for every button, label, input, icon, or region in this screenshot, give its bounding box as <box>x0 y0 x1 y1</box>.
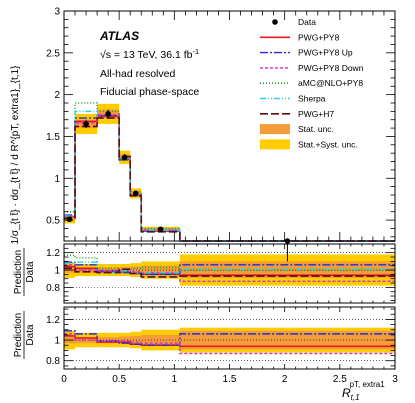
x-tick-label: 0.5 <box>112 374 126 385</box>
data-point <box>157 226 164 233</box>
series-layer <box>64 102 395 355</box>
svg-text:1/σ_{t t̄} · dσ_{t t̄} / d R^{: 1/σ_{t t̄} · dσ_{t t̄} / d R^{pT, extra1… <box>9 65 21 244</box>
legend-series-label: PWG+PY8 <box>298 32 340 42</box>
data-point <box>121 154 128 161</box>
y-tick-label: 1.2 <box>46 248 60 259</box>
legend-data-marker <box>272 19 278 25</box>
legend-syst-swatch <box>260 139 290 150</box>
tick-labels: 0 0.5 1 1.5 2 2.5 3 0.5 1 1.5 2 2.5 3 0.8 1 1.2 0.8 1 1.2 <box>46 7 398 386</box>
main-series-amc-nlo-py8 <box>64 102 395 242</box>
tick-marks <box>63 10 396 369</box>
energy-text: √s = 13 TeV, 36.1 fb <box>100 49 193 61</box>
x-axis-title-main: R <box>342 386 351 400</box>
x-axis-title-sup: pT, extra1 <box>350 380 386 389</box>
ratio2-y-title-top: Prediction <box>13 313 24 357</box>
ratio-reference-lines <box>64 252 395 362</box>
data-point <box>132 190 139 197</box>
main-series-pwg-py8-down <box>64 114 395 242</box>
x-tick-label: 1.5 <box>223 374 237 385</box>
x-tick-label: 0 <box>61 374 67 385</box>
ratio-stat-band <box>130 335 142 345</box>
selection-label: All-had resolved <box>100 68 175 80</box>
ratio-stat-band <box>75 336 98 344</box>
ratio1-series-pwg-py8-up <box>64 261 395 276</box>
legend-series-label: aMC@NLO+PY8 <box>298 78 363 88</box>
ratio-stat-band <box>130 266 142 274</box>
data-points-layer <box>66 109 291 262</box>
ratio-stat-band <box>97 267 120 273</box>
ratio2-series-pwg-py8-down <box>64 333 395 355</box>
x-tick-label: 3 <box>392 374 398 385</box>
data-point <box>105 111 111 117</box>
x-tick-label: 1 <box>172 374 178 385</box>
legend-series-label: PWG+PY8 Up <box>298 48 353 58</box>
main-stat-band <box>179 261 395 263</box>
y-tick-label: 1.2 <box>46 315 60 326</box>
atlas-label: ATLAS <box>99 29 139 43</box>
y-tick-label: 2 <box>54 90 60 101</box>
ratio1-series-sherpa <box>64 261 395 275</box>
y-tick-label: 0.8 <box>46 356 60 367</box>
ratio2-y-title: Prediction Data <box>13 311 36 359</box>
panel-frame-0 <box>63 10 396 242</box>
x-tick-label: 2.5 <box>333 374 347 385</box>
legend-stat-swatch <box>260 124 290 135</box>
ratio1-y-title-bottom: Data <box>25 261 36 283</box>
legend-series-label: PWG+PY8 Down <box>298 63 364 73</box>
y-tick-label: 3 <box>54 7 60 18</box>
ratio-stat-band <box>179 330 395 350</box>
main-series-sherpa <box>64 110 395 242</box>
legend-series-label: PWG+H7 <box>298 109 334 119</box>
data-point <box>83 121 89 127</box>
legend-stat-label: Stat. unc. <box>298 124 334 134</box>
phase-space-label: Fiducial phase-space <box>100 86 199 98</box>
y-tick-label: 2.5 <box>46 48 60 59</box>
y-axis-title-text: 1/σ_{t t̄} · dσ_{t t̄} / d R^{pT, extra1… <box>9 65 21 244</box>
data-point <box>66 216 73 223</box>
legend: Data PWG+PY8 PWG+PY8 Up PWG+PY8 Down aMC@NLO… <box>260 17 364 150</box>
energy-lumi-exponent: -1 <box>192 47 199 56</box>
y-tick-label: 1 <box>54 266 60 277</box>
y-tick-label: 1.5 <box>46 132 60 143</box>
x-axis-title-sub: t,1 <box>351 393 360 402</box>
x-tick-label: 2 <box>282 374 288 385</box>
ratio1-series-pwg-h7 <box>64 267 395 278</box>
ratio2-series-pwg-py8-up <box>64 330 395 346</box>
y-tick-label: 0.8 <box>46 283 60 294</box>
main-series-pwg-py8 <box>64 115 395 242</box>
y-axis-title: 1/σ_{t t̄} · dσ_{t t̄} / d R^{pT, extra1… <box>9 65 21 244</box>
legend-series-label: Sherpa <box>298 94 326 104</box>
ratio2-y-title-bottom: Data <box>25 324 36 346</box>
y-tick-label: 1 <box>54 174 60 185</box>
energy-label: √s = 13 TeV, 36.1 fb-1 <box>100 47 199 61</box>
x-axis-title: Rt,1 pT, extra1 <box>342 380 385 402</box>
y-tick-label: 0.5 <box>46 216 60 227</box>
legend-data-label: Data <box>298 17 316 27</box>
main-series-pwg-py8-up <box>64 114 395 242</box>
legend-syst-label: Stat.+Syst. unc. <box>298 139 358 149</box>
ratio1-y-title: Prediction Data <box>13 248 36 296</box>
ratio1-y-title-top: Prediction <box>13 250 24 294</box>
main-series-pwg-h7 <box>64 117 395 242</box>
y-tick-label: 1 <box>54 336 60 347</box>
ratio-stat-band <box>97 336 120 344</box>
